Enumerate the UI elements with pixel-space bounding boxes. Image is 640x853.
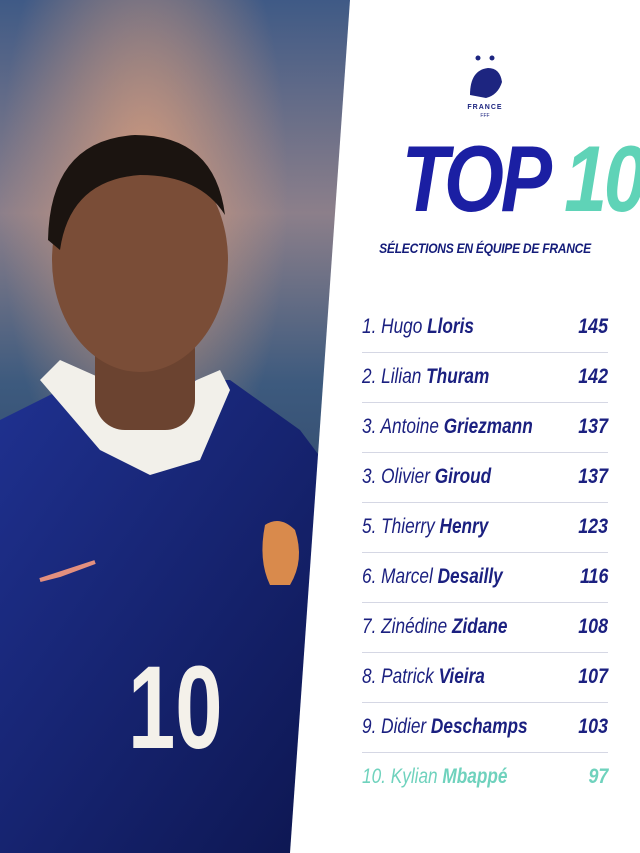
logo-text: FRANCE — [467, 104, 503, 111]
player: 1. Hugo Lloris — [362, 315, 474, 339]
rank: 6. — [362, 565, 377, 588]
title-word: TOP — [401, 126, 550, 231]
first-name: Patrick — [381, 665, 434, 688]
player: 2. Lilian Thuram — [362, 365, 489, 389]
jersey — [0, 380, 330, 853]
table-row: 5. Thierry Henry 123 — [362, 503, 608, 553]
table-row: 1. Hugo Lloris 145 — [362, 303, 608, 353]
rank: 9. — [362, 715, 377, 738]
logo-star — [475, 55, 481, 61]
table-row: 6. Marcel Desailly 116 — [362, 553, 608, 603]
logo-subtext: FFF — [480, 113, 490, 119]
hair — [48, 135, 225, 250]
separator — [362, 602, 608, 603]
subtitle: SÉLECTIONS EN ÉQUIPE DE FRANCE — [379, 240, 591, 256]
player: 10. Kylian Mbappé — [362, 765, 507, 789]
title-number: 10 — [564, 126, 640, 231]
caps: 107 — [578, 665, 608, 688]
first-name: Olivier — [381, 465, 430, 488]
separator — [362, 402, 608, 403]
first-name: Antoine — [380, 415, 439, 438]
logo-star — [489, 55, 495, 61]
last-name: Lloris — [427, 315, 475, 338]
caps: 103 — [578, 715, 608, 738]
player: 6. Marcel Desailly — [362, 565, 503, 589]
rank: 10. — [362, 765, 386, 788]
rank: 3. — [362, 465, 377, 488]
last-name: Desailly — [437, 565, 503, 588]
player: 5. Thierry Henry — [362, 515, 488, 539]
rank: 5. — [362, 515, 377, 538]
table-row: 8. Patrick Vieira 107 — [362, 653, 608, 703]
logo-rooster — [470, 68, 502, 98]
separator — [362, 652, 608, 653]
first-name: Hugo — [381, 315, 423, 338]
last-name: Thuram — [426, 365, 490, 388]
panel — [290, 0, 640, 853]
last-name: Giroud — [434, 465, 492, 488]
swoosh — [39, 560, 96, 582]
table-row: 2. Lilian Thuram 142 — [362, 353, 608, 403]
separator — [362, 452, 608, 453]
player: 7. Zinédine Zidane — [362, 615, 508, 639]
caps: 97 — [588, 765, 608, 788]
last-name: Deschamps — [430, 715, 528, 738]
caps: 123 — [578, 515, 608, 538]
head — [52, 148, 228, 372]
separator — [362, 552, 608, 553]
player: 8. Patrick Vieira — [362, 665, 485, 689]
jersey-number: 10 — [128, 642, 223, 774]
caps: 137 — [578, 415, 608, 438]
last-name: Zidane — [452, 615, 508, 638]
player: 3. Antoine Griezmann — [362, 415, 533, 439]
separator — [362, 502, 608, 503]
title: TOP 10 — [401, 125, 640, 233]
last-name: Griezmann — [443, 415, 533, 438]
rank: 7. — [362, 615, 377, 638]
first-name: Zinédine — [381, 615, 448, 638]
first-name: Kylian — [390, 765, 438, 788]
first-name: Thierry — [381, 515, 435, 538]
player: 9. Didier Deschamps — [362, 715, 528, 739]
rank: 1. — [362, 315, 377, 338]
first-name: Didier — [381, 715, 427, 738]
crest — [262, 521, 299, 585]
first-name: Lilian — [381, 365, 422, 388]
separator — [362, 702, 608, 703]
caps: 116 — [579, 565, 608, 588]
caps: 145 — [578, 315, 608, 338]
rank: 3. — [362, 415, 377, 438]
last-name: Vieira — [438, 665, 485, 688]
rank: 2. — [362, 365, 377, 388]
caps: 142 — [578, 365, 608, 388]
table-row: 9. Didier Deschamps 103 — [362, 703, 608, 753]
table-row: 3. Olivier Giroud 137 — [362, 453, 608, 503]
table-row: 10. Kylian Mbappé 97 — [362, 753, 608, 803]
first-name: Marcel — [381, 565, 433, 588]
last-name: Mbappé — [442, 765, 508, 788]
separator — [362, 752, 608, 753]
last-name: Henry — [439, 515, 489, 538]
caps: 137 — [578, 465, 608, 488]
separator — [362, 352, 608, 353]
rank: 8. — [362, 665, 377, 688]
table-row: 3. Antoine Griezmann 137 — [362, 403, 608, 453]
table-row: 7. Zinédine Zidane 108 — [362, 603, 608, 653]
caps: 108 — [578, 615, 608, 638]
player: 3. Olivier Giroud — [362, 465, 491, 489]
